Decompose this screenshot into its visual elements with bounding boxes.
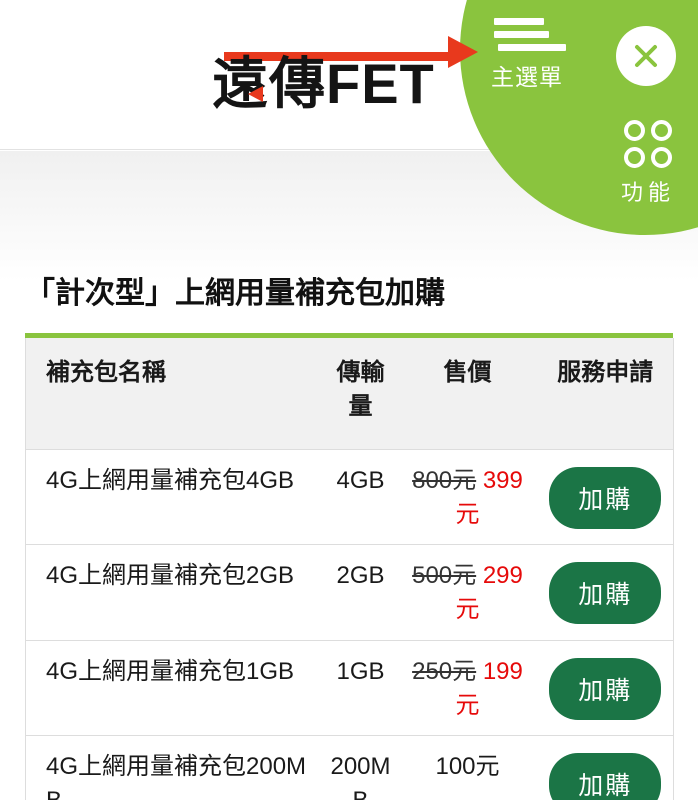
logo-arrow-icon [224, 52, 450, 61]
logo-zh: 遠傳 [212, 52, 326, 115]
close-button[interactable] [616, 26, 676, 86]
functions-label: 功能 [620, 180, 675, 205]
package-amount: 200MB [323, 734, 398, 800]
topup-table: 補充包名稱 傳輸量 售價 服務申請 4G上網用量補充包4GB 4GB 800元 … [25, 333, 674, 800]
col-header-name: 補充包名稱 [25, 338, 324, 450]
add-button[interactable]: 加購 [549, 752, 662, 800]
add-button[interactable]: 加購 [549, 467, 662, 530]
functions-button[interactable]: 功能 [620, 120, 676, 206]
grid-circle [651, 120, 672, 141]
table-top-accent [25, 333, 673, 338]
sale-price: 299元 [455, 562, 523, 624]
package-name: 4G上網用量補充包4GB [25, 449, 324, 545]
package-amount: 4GB [323, 449, 398, 545]
original-price: 250元 [412, 657, 477, 685]
sale-price: 399元 [455, 467, 523, 529]
logo-text: 遠傳FET [212, 52, 435, 116]
package-price: 100元 [397, 734, 538, 800]
logo-triangle-icon [248, 86, 263, 102]
package-price: 500元 299元 [397, 544, 538, 640]
package-price: 250元 199元 [397, 639, 538, 736]
grid-circle [624, 147, 645, 168]
hamburger-bar [498, 44, 566, 51]
plain-price: 100元 [435, 752, 500, 780]
fet-logo[interactable]: 遠傳FET [212, 22, 482, 124]
col-header-apply: 服務申請 [537, 338, 674, 450]
package-name: 4G上網用量補充包2GB [25, 544, 324, 640]
hamburger-menu-icon[interactable] [494, 18, 566, 58]
add-button[interactable]: 加購 [549, 562, 662, 625]
corner-menu-circle: 主選單 功能 [460, 0, 698, 235]
table-header-row: 補充包名稱 傳輸量 售價 服務申請 [25, 338, 674, 450]
page-title: 「計次型」上網用量補充包加購 [25, 277, 445, 310]
table-row: 4G上網用量補充包200MB 200MB 100元 加購 [25, 734, 674, 800]
package-name: 4G上網用量補充包1GB [25, 639, 324, 736]
table-row: 4G上網用量補充包2GB 2GB 500元 299元 加購 [25, 544, 674, 640]
sale-price: 199元 [455, 657, 523, 719]
logo-en: FET [326, 52, 435, 115]
add-button[interactable]: 加購 [549, 657, 662, 720]
grid-circle [651, 147, 672, 168]
package-price: 800元 399元 [397, 449, 538, 545]
package-amount: 1GB [323, 639, 398, 736]
col-header-amount: 傳輸量 [323, 338, 398, 450]
grid-circle [624, 120, 645, 141]
original-price: 800元 [412, 467, 477, 495]
col-header-price: 售價 [397, 338, 538, 450]
table-row: 4G上網用量補充包4GB 4GB 800元 399元 加購 [25, 449, 674, 545]
package-name: 4G上網用量補充包200MB [25, 734, 324, 800]
original-price: 500元 [412, 562, 477, 590]
close-icon [635, 45, 657, 67]
package-amount: 2GB [323, 544, 398, 640]
hamburger-bar [494, 31, 549, 38]
main-menu-button[interactable]: 主選單 [491, 64, 563, 90]
hamburger-bar [494, 18, 544, 25]
functions-grid-icon [624, 120, 672, 168]
table-row: 4G上網用量補充包1GB 1GB 250元 199元 加購 [25, 639, 674, 736]
logo-arrowhead-icon [448, 36, 478, 68]
